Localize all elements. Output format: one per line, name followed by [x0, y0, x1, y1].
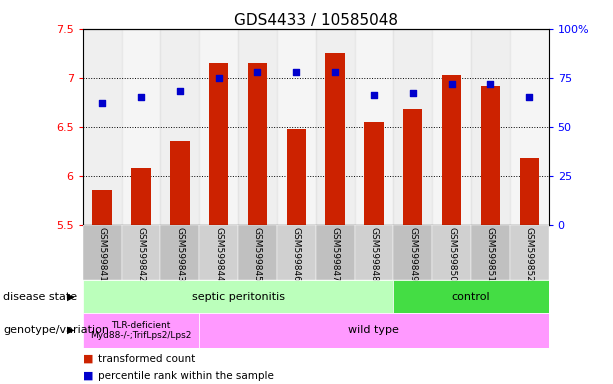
Bar: [510, 225, 549, 280]
Bar: [238, 29, 277, 225]
Bar: [83, 280, 394, 313]
Point: [485, 81, 495, 87]
Bar: [403, 109, 422, 225]
Text: wild type: wild type: [349, 325, 399, 335]
Text: GSM599848: GSM599848: [370, 227, 378, 282]
Title: GDS4433 / 10585048: GDS4433 / 10585048: [234, 13, 398, 28]
Bar: [238, 225, 277, 280]
Point: [214, 74, 224, 81]
Bar: [199, 225, 238, 280]
Text: GSM599852: GSM599852: [525, 227, 534, 282]
Point: [330, 69, 340, 75]
Bar: [442, 75, 462, 225]
Text: disease state: disease state: [3, 291, 77, 302]
Bar: [432, 29, 471, 225]
Bar: [199, 313, 568, 348]
Text: GSM599841: GSM599841: [97, 227, 107, 282]
Text: transformed count: transformed count: [98, 354, 196, 364]
Bar: [121, 225, 161, 280]
Point: [291, 69, 301, 75]
Point: [408, 90, 417, 96]
Bar: [519, 158, 539, 225]
Point: [253, 69, 262, 75]
Point: [369, 92, 379, 98]
Bar: [93, 190, 112, 225]
Point: [524, 94, 534, 101]
Text: septic peritonitis: septic peritonitis: [191, 291, 284, 302]
Bar: [394, 225, 432, 280]
Text: GSM599850: GSM599850: [447, 227, 456, 282]
Bar: [326, 53, 345, 225]
Text: GSM599845: GSM599845: [253, 227, 262, 282]
Text: ▶: ▶: [67, 325, 75, 335]
Bar: [316, 225, 354, 280]
Point: [97, 100, 107, 106]
Bar: [354, 29, 394, 225]
Bar: [170, 141, 189, 225]
Bar: [316, 29, 354, 225]
Bar: [83, 29, 121, 225]
Bar: [161, 225, 199, 280]
Bar: [394, 280, 568, 313]
Bar: [354, 225, 394, 280]
Text: GSM599844: GSM599844: [214, 227, 223, 282]
Bar: [277, 225, 316, 280]
Bar: [471, 29, 510, 225]
Bar: [199, 29, 238, 225]
Point: [175, 88, 185, 94]
Bar: [481, 86, 500, 225]
Text: ■: ■: [83, 371, 93, 381]
Text: ■: ■: [83, 354, 93, 364]
Text: TLR-deficient
Myd88-/-;TrifLps2/Lps2: TLR-deficient Myd88-/-;TrifLps2/Lps2: [90, 321, 192, 340]
Text: genotype/variation: genotype/variation: [3, 325, 109, 335]
Bar: [432, 225, 471, 280]
Bar: [510, 29, 549, 225]
Point: [136, 94, 146, 101]
Bar: [209, 63, 228, 225]
Text: GSM599846: GSM599846: [292, 227, 301, 282]
Bar: [161, 29, 199, 225]
Text: GSM599842: GSM599842: [137, 227, 145, 282]
Bar: [121, 29, 161, 225]
Bar: [83, 225, 121, 280]
Text: ▶: ▶: [67, 291, 75, 302]
Text: GSM599843: GSM599843: [175, 227, 185, 282]
Point: [447, 81, 457, 87]
Text: GSM599849: GSM599849: [408, 227, 417, 282]
Text: GSM599847: GSM599847: [330, 227, 340, 282]
Text: GSM599851: GSM599851: [486, 227, 495, 282]
Bar: [248, 63, 267, 225]
Bar: [83, 313, 199, 348]
Bar: [287, 129, 306, 225]
Text: percentile rank within the sample: percentile rank within the sample: [98, 371, 274, 381]
Bar: [277, 29, 316, 225]
Bar: [364, 122, 384, 225]
Bar: [471, 225, 510, 280]
Bar: [131, 168, 151, 225]
Text: control: control: [452, 291, 490, 302]
Bar: [394, 29, 432, 225]
